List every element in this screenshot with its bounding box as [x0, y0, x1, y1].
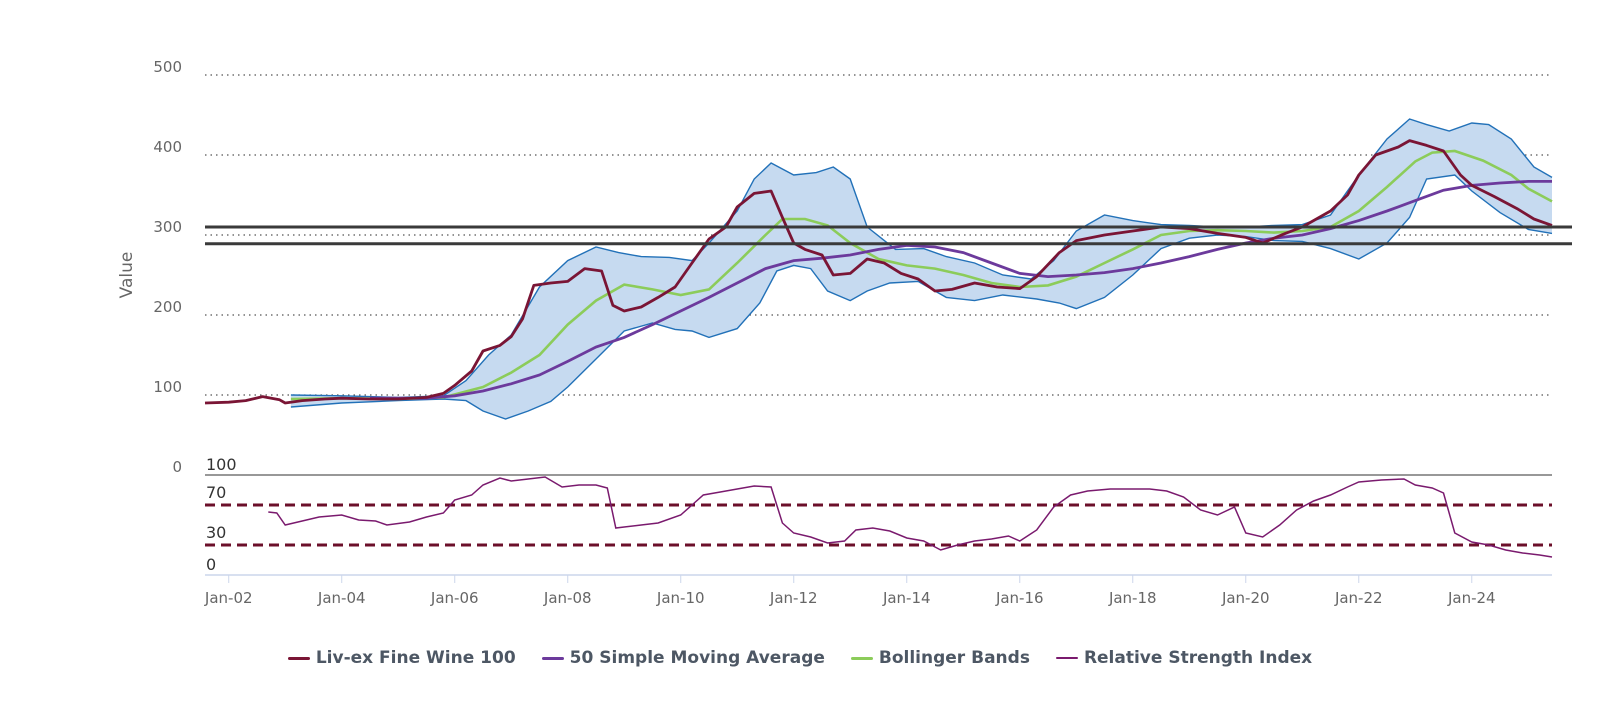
legend: Liv-ex Fine Wine 100 50 Simple Moving Ave…: [0, 648, 1600, 668]
x-tick-label: Jan-08: [543, 589, 592, 607]
legend-item[interactable]: Bollinger Bands: [850, 648, 1030, 668]
y-tick-label: 500: [153, 58, 182, 76]
bollinger-upper-line: [290, 118, 1553, 399]
rsi-axis-label: 0: [206, 555, 216, 574]
x-tick-label: Jan-04: [317, 589, 366, 607]
y-tick-label: 300: [153, 218, 182, 236]
legend-label: Bollinger Bands: [878, 648, 1030, 668]
y-tick-label: 0: [172, 458, 182, 476]
x-tick-label: Jan-14: [882, 589, 931, 607]
rsi-axis-label: 30: [206, 523, 226, 542]
x-tick-label: Jan-18: [1108, 589, 1157, 607]
rsi-axis-label: 70: [206, 483, 226, 502]
legend-swatch: [287, 656, 310, 660]
legend-item[interactable]: Liv-ex Fine Wine 100: [287, 648, 516, 668]
y-tick-label: 100: [153, 378, 182, 396]
bollinger-band-area: [290, 119, 1552, 419]
x-tick-label: Jan-12: [769, 589, 818, 607]
legend-swatch: [850, 656, 873, 660]
x-tick-label: Jan-20: [1221, 589, 1270, 607]
x-tick-label: Jan-10: [656, 589, 705, 607]
legend-swatch: [1055, 657, 1078, 659]
legend-swatch: [541, 656, 564, 660]
legend-item[interactable]: Relative Strength Index: [1055, 648, 1313, 668]
legend-label: 50 Simple Moving Average: [569, 648, 825, 668]
x-tick-label: Jan-06: [430, 589, 479, 607]
y-tick-label: 400: [153, 138, 182, 156]
bollinger-lower-line: [290, 174, 1553, 420]
x-tick-label: Jan-24: [1447, 589, 1496, 607]
sma-line: [370, 180, 1552, 400]
x-tick-label: Jan-16: [995, 589, 1044, 607]
legend-label: Liv-ex Fine Wine 100: [315, 648, 516, 668]
y-tick-label: 200: [153, 298, 182, 316]
legend-item[interactable]: 50 Simple Moving Average: [541, 648, 825, 668]
x-tick-label: Jan-02: [204, 589, 253, 607]
y-axis-title: Value: [117, 252, 137, 299]
rsi-axis-label: 100: [206, 455, 237, 474]
legend-label: Relative Strength Index: [1083, 648, 1313, 668]
livex-index-line: [204, 139, 1553, 405]
rsi-line: [268, 476, 1553, 558]
x-tick-label: Jan-22: [1334, 589, 1383, 607]
bollinger-middle-line: [290, 149, 1553, 401]
